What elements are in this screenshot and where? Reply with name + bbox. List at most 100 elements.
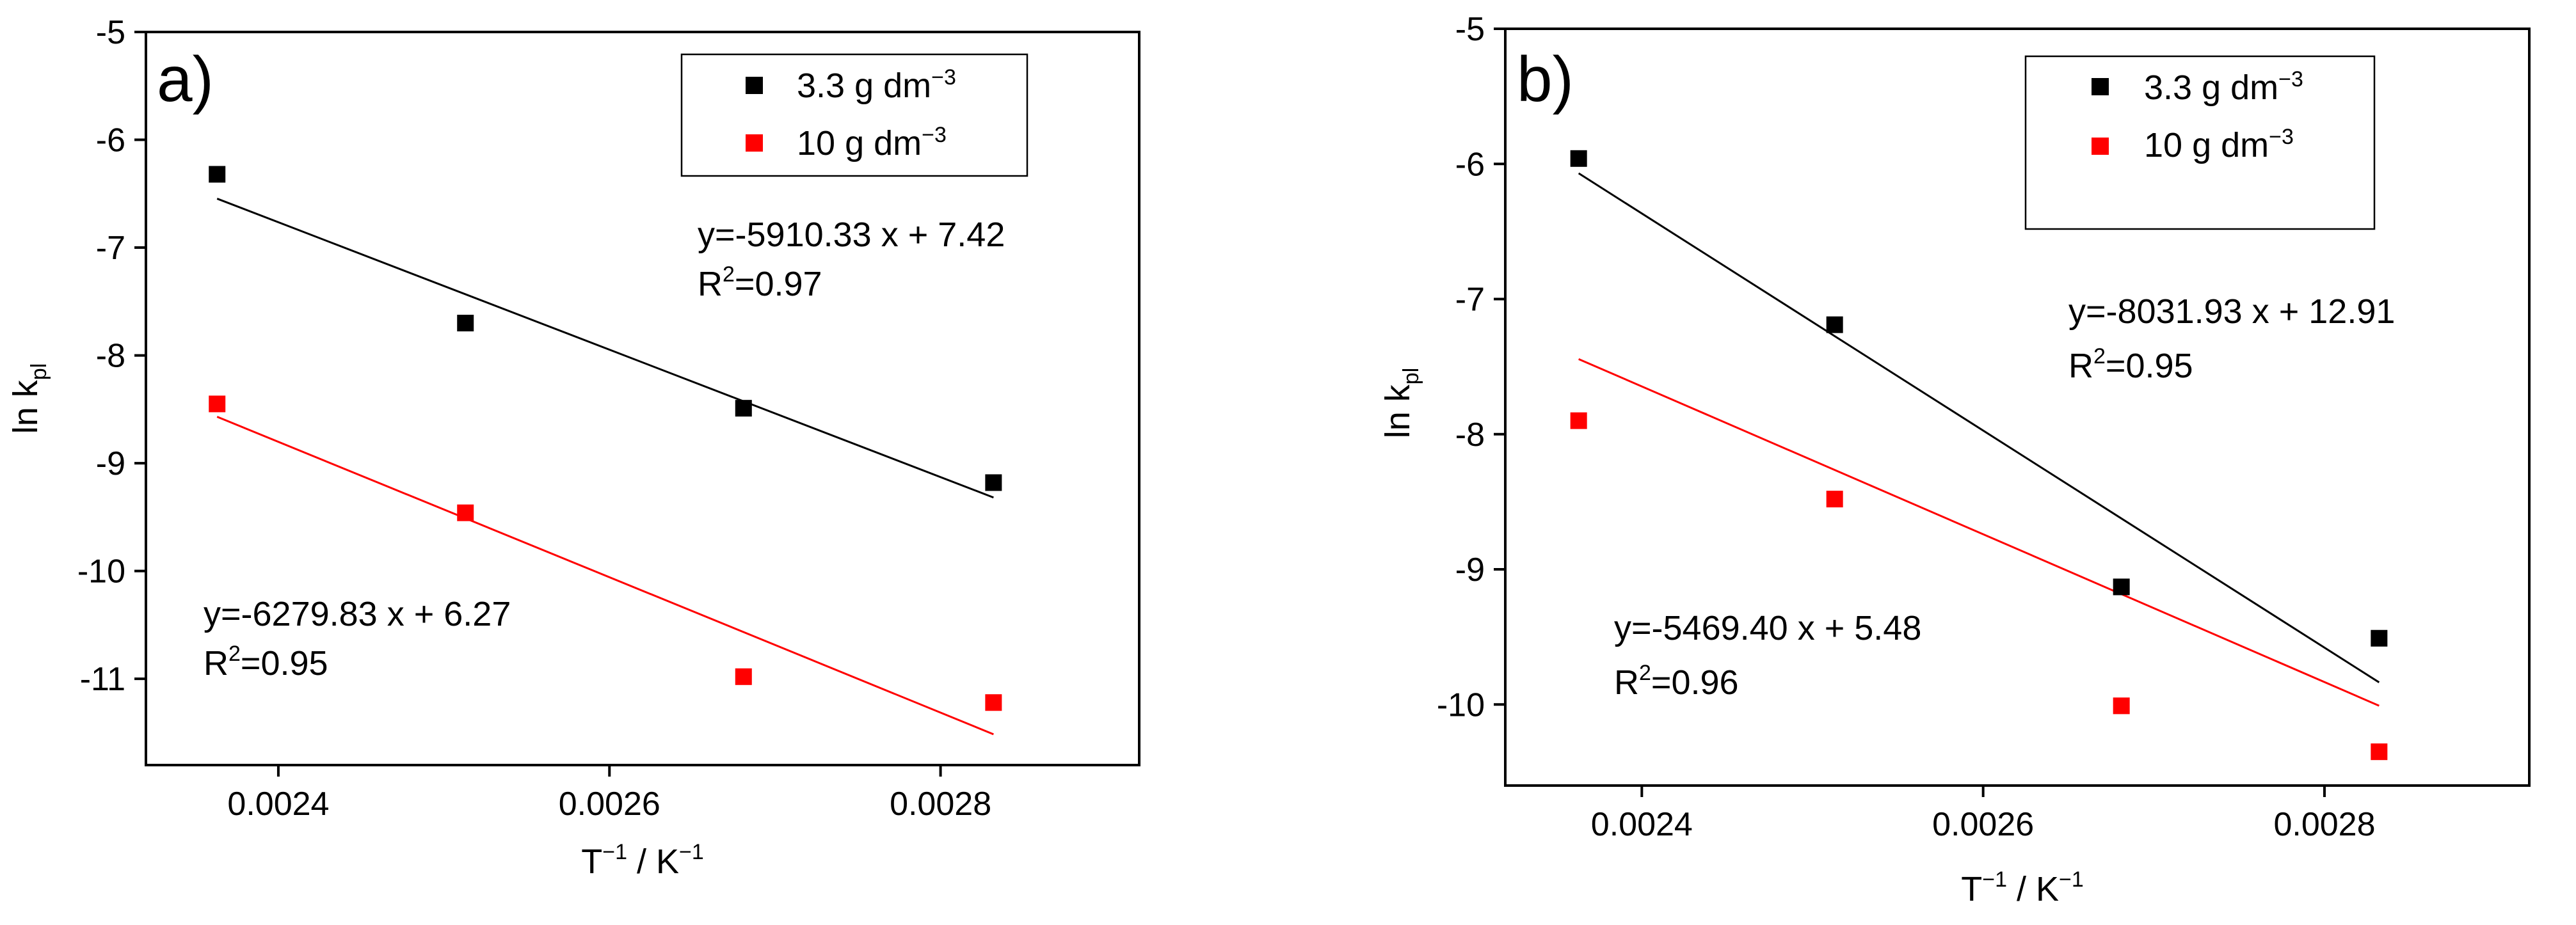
plot-frame-b xyxy=(1504,28,2531,787)
data-point-series-1 xyxy=(1570,412,1587,429)
x-axis-title-b: T−1 / K−1 xyxy=(1961,867,2084,908)
data-point-series-0 xyxy=(1570,150,1587,167)
plot-frame-a xyxy=(145,31,1140,766)
legend-marker-red xyxy=(746,134,763,152)
y-tick-label: -8 xyxy=(1455,416,1485,454)
x-tick-label: 0.0026 xyxy=(559,786,660,823)
y-axis-title-b: ln kpl xyxy=(1379,368,1423,439)
data-point-series-1 xyxy=(2371,743,2388,761)
data-point-series-1 xyxy=(209,395,226,413)
data-point-series-1 xyxy=(735,668,752,685)
x-title-exp2: −1 xyxy=(2059,867,2084,892)
data-points-b xyxy=(1570,150,2388,761)
chart-panel-a: 0.0024 0.0026 0.0028 -5 -6 -7 -8 -9 -10 -11 a) 3.… xyxy=(6,14,1140,881)
legend-label-text: 10 g dm xyxy=(2144,126,2269,164)
x-title-exp2: −1 xyxy=(679,840,704,864)
y-title-main: ln k xyxy=(1379,384,1417,438)
data-point-series-0 xyxy=(2371,629,2388,647)
data-point-series-1 xyxy=(2113,697,2130,715)
equation-b-black: y=-8031.93 x + 12.91 xyxy=(2068,292,2395,331)
data-point-series-0 xyxy=(457,315,474,332)
y-tick-label: -8 xyxy=(96,338,125,375)
fit-line-series-1 xyxy=(216,416,994,736)
r2-exp: 2 xyxy=(723,262,735,287)
fit-line-series-0 xyxy=(216,198,994,499)
panel-label-b: b) xyxy=(1517,43,1574,115)
r2-exp: 2 xyxy=(1639,661,1651,685)
y-tick-label: -5 xyxy=(96,14,125,51)
data-point-series-0 xyxy=(985,474,1002,491)
legend-label-text: 3.3 g dm xyxy=(797,67,931,105)
legend-label-10: 10 g dm−3 xyxy=(797,123,947,162)
equation-a-red: y=-6279.83 x + 6.27 xyxy=(204,595,511,633)
data-point-series-0 xyxy=(735,400,752,417)
r2-a-black: R2=0.97 xyxy=(698,262,822,303)
legend-label-exp: −3 xyxy=(2278,67,2303,91)
fit-lines-a xyxy=(216,198,994,736)
x-tick-label: 0.0028 xyxy=(2273,806,2375,843)
y-title-sub: pl xyxy=(27,363,51,380)
legend-label-text: 3.3 g dm xyxy=(2144,68,2278,107)
ticks-a: 0.0024 0.0026 0.0028 -5 -6 -7 -8 -9 -10 -11 xyxy=(77,14,991,823)
y-tick-label: -9 xyxy=(96,445,125,482)
r2-a-red: R2=0.95 xyxy=(204,642,328,683)
y-title-sub: pl xyxy=(1399,368,1423,384)
x-title-main: T xyxy=(581,842,602,881)
y-tick-label: -9 xyxy=(1455,551,1485,589)
r2-prefix: R xyxy=(204,644,228,683)
legend-label-text: 10 g dm xyxy=(797,124,922,162)
legend-label-3.3: 3.3 g dm−3 xyxy=(797,65,956,105)
r2-value: =0.96 xyxy=(1651,663,1739,702)
equation-a-black: y=-5910.33 x + 7.42 xyxy=(698,216,1005,254)
y-axis-title-a: ln kpl xyxy=(6,363,51,434)
legend-label-10: 10 g dm−3 xyxy=(2144,125,2294,164)
equation-b-red: y=-5469.40 x + 5.48 xyxy=(1614,609,1921,647)
y-tick-label: -10 xyxy=(77,553,125,590)
y-title-main: ln k xyxy=(6,379,45,434)
data-points-a xyxy=(209,166,1002,711)
legend-label-exp: −3 xyxy=(931,65,956,90)
data-point-series-0 xyxy=(2113,578,2130,596)
legend-box-a xyxy=(680,53,1028,177)
x-title-exp1: −1 xyxy=(1982,867,2007,892)
chart-panel-b: 0.0024 0.0026 0.0028 -5 -6 -7 -8 -9 -10 b) 3.3 g… xyxy=(1379,11,2531,908)
y-tick-label: -5 xyxy=(1455,11,1485,48)
x-axis-title-a: T−1 / K−1 xyxy=(581,840,704,881)
legend-b: 3.3 g dm−3 10 g dm−3 xyxy=(2024,55,2376,230)
r2-prefix: R xyxy=(2068,347,2093,385)
r2-exp: 2 xyxy=(228,642,241,666)
x-tick-label: 0.0024 xyxy=(1591,806,1693,843)
legend-box-b xyxy=(2024,55,2376,230)
fit-lines-b xyxy=(1578,172,2380,707)
x-title-mid: / K xyxy=(2007,870,2059,908)
y-tick-label: -10 xyxy=(1437,686,1485,723)
data-point-series-1 xyxy=(1826,491,1843,508)
r2-value: =0.97 xyxy=(735,265,822,303)
x-title-exp1: −1 xyxy=(602,840,627,864)
legend-marker-black xyxy=(2092,78,2109,95)
y-tick-label: -11 xyxy=(80,661,125,698)
legend-label-exp: −3 xyxy=(2269,125,2294,149)
x-tick-label: 0.0028 xyxy=(890,786,991,823)
legend-label-exp: −3 xyxy=(922,123,947,147)
y-tick-label: -7 xyxy=(1455,281,1485,319)
data-point-series-0 xyxy=(1826,316,1843,333)
x-title-mid: / K xyxy=(627,842,679,881)
x-title-main: T xyxy=(1961,870,1982,908)
y-tick-label: -6 xyxy=(1455,146,1485,183)
r2-value: =0.95 xyxy=(2106,347,2193,385)
panel-label-a: a) xyxy=(157,43,214,115)
legend-marker-red xyxy=(2092,138,2109,155)
r2-prefix: R xyxy=(698,265,723,303)
legend-marker-black xyxy=(746,77,763,94)
legend-a: 3.3 g dm−3 10 g dm−3 xyxy=(680,53,1028,177)
x-tick-label: 0.0024 xyxy=(227,786,329,823)
data-point-series-1 xyxy=(985,694,1002,711)
data-point-series-1 xyxy=(457,504,474,521)
r2-exp: 2 xyxy=(2093,344,2106,368)
data-point-series-0 xyxy=(209,166,226,183)
legend-label-3.3: 3.3 g dm−3 xyxy=(2144,67,2303,107)
fit-line-series-1 xyxy=(1578,358,2380,707)
r2-b-red: R2=0.96 xyxy=(1614,661,1739,702)
